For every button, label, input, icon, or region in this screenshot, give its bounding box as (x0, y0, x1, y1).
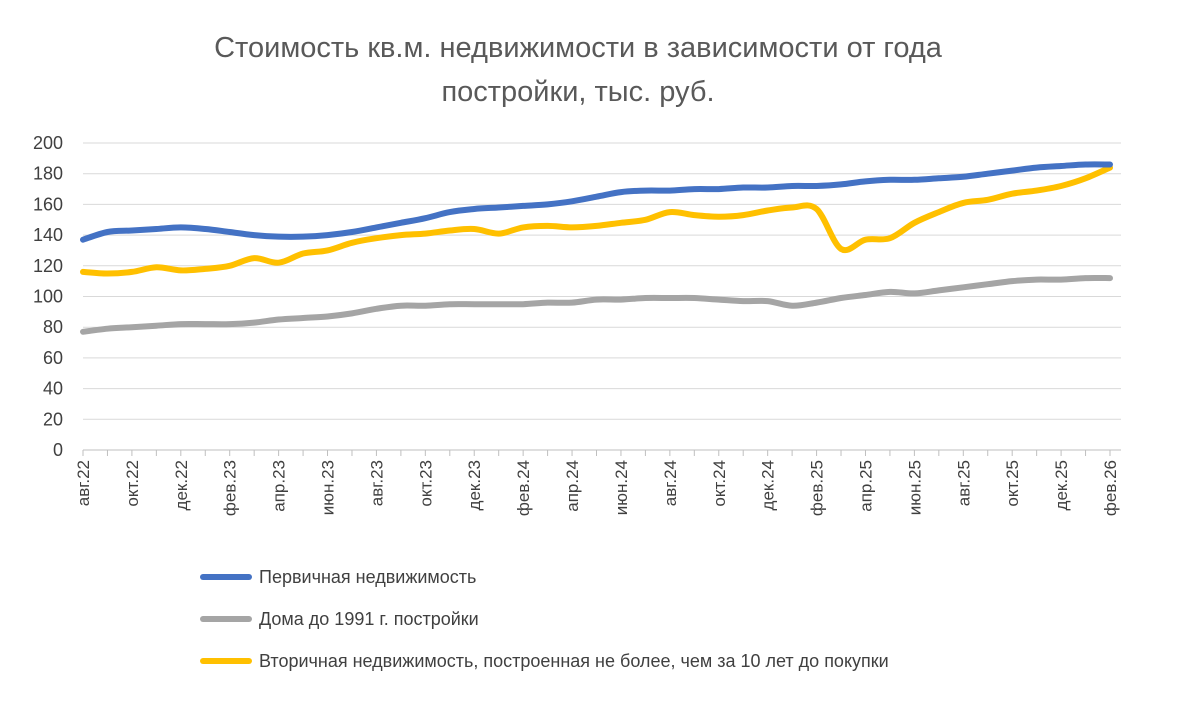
series-line-3 (80, 164, 1113, 277)
x-tick-label: апр.25 (856, 460, 875, 512)
series-line-2 (80, 274, 1113, 335)
x-tick-label: дек.22 (172, 460, 191, 510)
x-tick-label: авг.24 (661, 460, 680, 506)
x-tick-label: фев.26 (1101, 460, 1120, 516)
x-tick-label: фев.23 (221, 460, 240, 516)
x-tick-label: дек.23 (465, 460, 484, 510)
x-tick-label: дек.25 (1052, 460, 1071, 510)
y-tick-label: 60 (43, 348, 63, 368)
y-tick-label: 40 (43, 379, 63, 399)
legend-label: Дома до 1991 г. постройки (259, 609, 479, 629)
legend-item-1: Первичная недвижимость (200, 567, 476, 587)
y-tick-label: 0 (53, 440, 63, 460)
x-tick-label: июн.25 (905, 460, 924, 515)
x-tick-label: фев.24 (514, 460, 533, 516)
legend-label: Вторичная недвижимость, построенная не б… (259, 651, 889, 671)
legend-item-3: Вторичная недвижимость, построенная не б… (200, 651, 889, 671)
x-tick-label: окт.24 (710, 460, 729, 507)
series-line-1 (80, 161, 1113, 243)
x-tick-label: фев.25 (808, 460, 827, 516)
series-lines (80, 161, 1113, 335)
x-tick-label: окт.25 (1003, 460, 1022, 507)
y-tick-label: 200 (33, 133, 63, 153)
y-tick-label: 140 (33, 225, 63, 245)
x-tick-label: апр.23 (270, 460, 289, 512)
x-tick-label: авг.23 (367, 460, 386, 506)
x-tick-label: окт.23 (416, 460, 435, 507)
x-tick-label: июн.23 (319, 460, 338, 515)
chart-title-line-2: постройки, тыс. руб. (441, 76, 714, 108)
x-axis-ticks: авг.22 окт.22 дек.22 фев.23 апр.23 июн.23 авг.… (74, 450, 1120, 516)
x-tick-label: авг.25 (954, 460, 973, 506)
legend: Первичная недвижимость Дома до 1991 г. по… (200, 567, 889, 671)
y-tick-label: 20 (43, 409, 63, 429)
legend-item-2: Дома до 1991 г. постройки (200, 609, 479, 629)
y-tick-label: 180 (33, 164, 63, 184)
y-tick-label: 160 (33, 194, 63, 214)
y-tick-label: 120 (33, 256, 63, 276)
x-tick-label: апр.24 (563, 460, 582, 512)
legend-label: Первичная недвижимость (259, 567, 476, 587)
x-tick-label: окт.22 (123, 460, 142, 507)
x-tick-label: июн.24 (612, 460, 631, 515)
x-tick-label: дек.24 (759, 460, 778, 510)
y-axis-ticks: 0 20 40 60 80 100 120 140 160 180 200 (33, 133, 63, 460)
chart-title-line-1: Стоимость кв.м. недвижимости в зависимос… (214, 32, 943, 64)
y-tick-label: 80 (43, 317, 63, 337)
y-tick-label: 100 (33, 287, 63, 307)
x-tick-label: авг.22 (74, 460, 93, 506)
